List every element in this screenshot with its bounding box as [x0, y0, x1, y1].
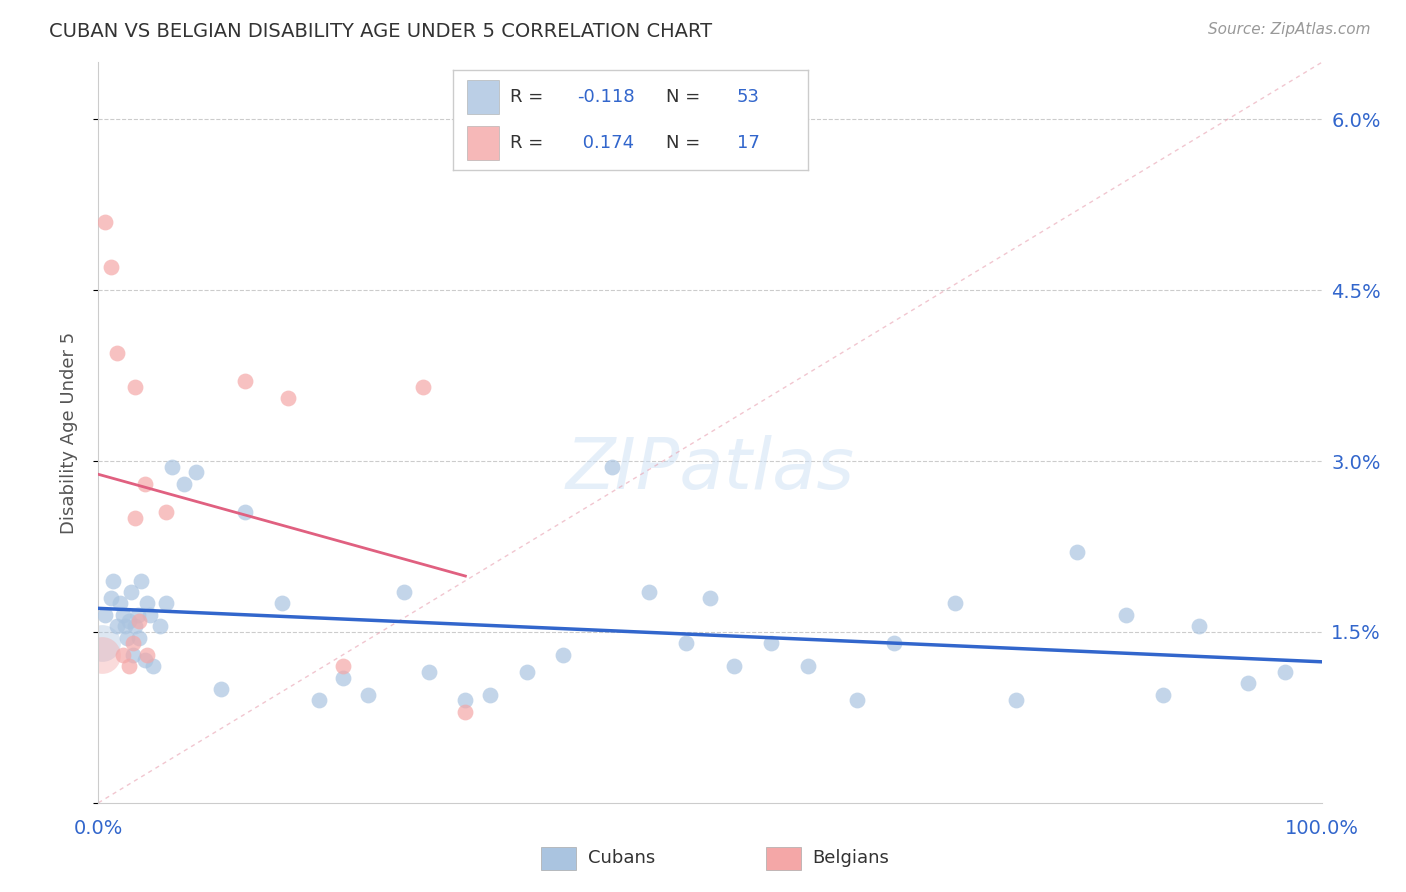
- Point: [454, 705, 477, 719]
- Point: [845, 693, 868, 707]
- Text: CUBAN VS BELGIAN DISABILITY AGE UNDER 5 CORRELATION CHART: CUBAN VS BELGIAN DISABILITY AGE UNDER 5 …: [49, 22, 713, 41]
- Point: [100, 591, 122, 605]
- Point: [110, 597, 132, 611]
- Point: [111, 648, 134, 662]
- Point: [91, 648, 114, 662]
- Point: [124, 511, 146, 525]
- Point: [91, 636, 114, 650]
- Point: [118, 614, 141, 628]
- Point: [115, 631, 138, 645]
- Point: [797, 659, 820, 673]
- Point: [129, 574, 152, 588]
- Point: [149, 619, 172, 633]
- Point: [186, 466, 208, 480]
- Point: [1115, 607, 1137, 622]
- Point: [356, 688, 378, 702]
- Point: [1004, 693, 1026, 707]
- Point: [93, 215, 115, 229]
- Point: [121, 648, 143, 662]
- Point: [761, 636, 783, 650]
- Point: [139, 607, 162, 622]
- Text: Cubans: Cubans: [588, 849, 655, 867]
- Point: [160, 459, 183, 474]
- Point: [270, 597, 294, 611]
- Point: [121, 636, 143, 650]
- Point: [1274, 665, 1296, 679]
- Point: [1188, 619, 1211, 633]
- Point: [120, 585, 142, 599]
- Point: [1152, 688, 1174, 702]
- Point: [418, 665, 440, 679]
- Point: [136, 648, 159, 662]
- Point: [93, 607, 115, 622]
- Point: [478, 688, 501, 702]
- Point: [277, 392, 299, 406]
- Point: [124, 619, 146, 633]
- Point: [136, 597, 159, 611]
- Point: [308, 693, 330, 707]
- Point: [332, 659, 354, 673]
- Point: [1237, 676, 1260, 690]
- Point: [454, 693, 477, 707]
- Point: [105, 619, 128, 633]
- Point: [637, 585, 661, 599]
- Text: Belgians: Belgians: [813, 849, 890, 867]
- Point: [155, 597, 177, 611]
- Point: [118, 659, 141, 673]
- Point: [1066, 545, 1088, 559]
- Point: [155, 505, 177, 519]
- Text: Source: ZipAtlas.com: Source: ZipAtlas.com: [1208, 22, 1371, 37]
- Y-axis label: Disability Age Under 5: Disability Age Under 5: [59, 332, 77, 533]
- Point: [100, 260, 122, 275]
- Point: [675, 636, 697, 650]
- Point: [553, 648, 575, 662]
- Point: [124, 380, 146, 394]
- Point: [209, 681, 232, 696]
- Point: [114, 619, 136, 633]
- Point: [101, 574, 124, 588]
- Point: [600, 459, 623, 474]
- Point: [515, 665, 537, 679]
- Point: [173, 476, 195, 491]
- Point: [723, 659, 745, 673]
- Point: [412, 380, 434, 394]
- Text: ZIPatlas: ZIPatlas: [565, 435, 855, 504]
- Point: [699, 591, 721, 605]
- Point: [142, 659, 165, 673]
- Point: [332, 671, 354, 685]
- Point: [128, 631, 150, 645]
- Point: [943, 597, 966, 611]
- Point: [134, 476, 156, 491]
- Point: [233, 375, 256, 389]
- Point: [883, 636, 905, 650]
- Point: [134, 653, 156, 667]
- Point: [105, 346, 128, 360]
- Point: [392, 585, 416, 599]
- Point: [127, 607, 149, 622]
- Point: [233, 505, 256, 519]
- Point: [111, 607, 134, 622]
- Point: [128, 614, 150, 628]
